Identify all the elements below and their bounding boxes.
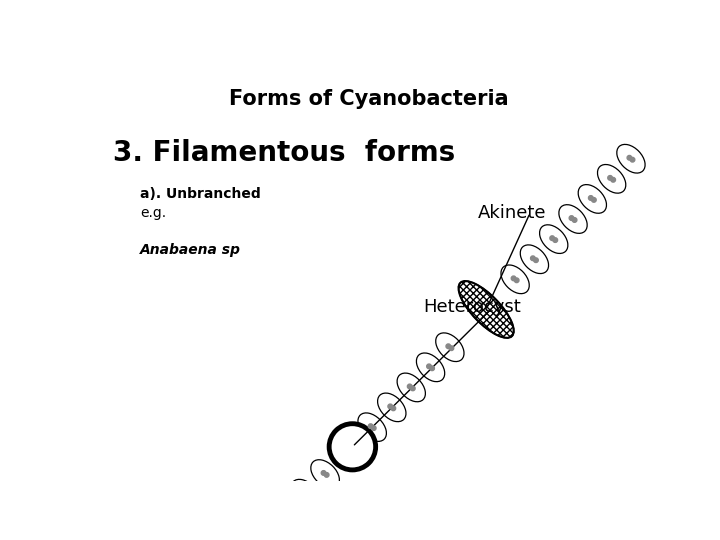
Circle shape bbox=[427, 364, 431, 369]
Ellipse shape bbox=[501, 265, 529, 294]
Circle shape bbox=[324, 472, 329, 477]
Circle shape bbox=[572, 218, 577, 222]
Circle shape bbox=[550, 236, 554, 240]
Circle shape bbox=[531, 256, 535, 261]
Circle shape bbox=[511, 276, 516, 281]
Ellipse shape bbox=[251, 518, 280, 540]
Ellipse shape bbox=[559, 205, 588, 233]
Circle shape bbox=[592, 198, 596, 202]
Circle shape bbox=[391, 406, 396, 410]
Circle shape bbox=[627, 156, 631, 160]
Circle shape bbox=[611, 178, 616, 182]
Circle shape bbox=[514, 278, 519, 282]
Ellipse shape bbox=[271, 499, 300, 528]
Circle shape bbox=[285, 512, 289, 516]
Ellipse shape bbox=[539, 225, 568, 253]
Circle shape bbox=[321, 471, 326, 475]
Ellipse shape bbox=[521, 245, 549, 274]
Circle shape bbox=[446, 344, 451, 348]
Ellipse shape bbox=[358, 413, 387, 441]
Ellipse shape bbox=[598, 165, 626, 193]
Circle shape bbox=[408, 384, 412, 389]
Circle shape bbox=[588, 195, 593, 200]
Text: 3. Filamentous  forms: 3. Filamentous forms bbox=[113, 139, 456, 167]
Ellipse shape bbox=[329, 424, 376, 470]
Ellipse shape bbox=[416, 353, 445, 382]
Ellipse shape bbox=[311, 460, 339, 488]
Circle shape bbox=[305, 492, 309, 497]
Circle shape bbox=[608, 176, 613, 180]
Text: Akinete: Akinete bbox=[477, 204, 546, 221]
Circle shape bbox=[262, 530, 266, 534]
Circle shape bbox=[282, 510, 287, 515]
Text: Forms of Cyanobacteria: Forms of Cyanobacteria bbox=[229, 90, 509, 110]
Circle shape bbox=[369, 424, 373, 429]
Ellipse shape bbox=[436, 333, 464, 362]
Ellipse shape bbox=[578, 185, 606, 213]
Ellipse shape bbox=[617, 144, 645, 173]
Ellipse shape bbox=[459, 281, 514, 338]
Ellipse shape bbox=[377, 393, 406, 422]
Circle shape bbox=[410, 386, 415, 391]
Ellipse shape bbox=[397, 373, 426, 402]
Ellipse shape bbox=[291, 480, 320, 508]
Circle shape bbox=[534, 258, 539, 262]
Circle shape bbox=[570, 216, 574, 220]
Text: Anabaena sp: Anabaena sp bbox=[140, 242, 241, 256]
Circle shape bbox=[553, 238, 557, 242]
Circle shape bbox=[630, 157, 635, 162]
Text: e.g.: e.g. bbox=[140, 206, 166, 220]
Circle shape bbox=[449, 346, 454, 350]
Circle shape bbox=[430, 366, 434, 370]
Text: a). Unbranched: a). Unbranched bbox=[140, 187, 261, 201]
Circle shape bbox=[372, 426, 376, 430]
Text: Heterocyst: Heterocyst bbox=[423, 298, 521, 316]
Circle shape bbox=[388, 404, 392, 409]
Circle shape bbox=[302, 490, 306, 495]
Circle shape bbox=[265, 531, 270, 536]
Ellipse shape bbox=[232, 538, 261, 540]
